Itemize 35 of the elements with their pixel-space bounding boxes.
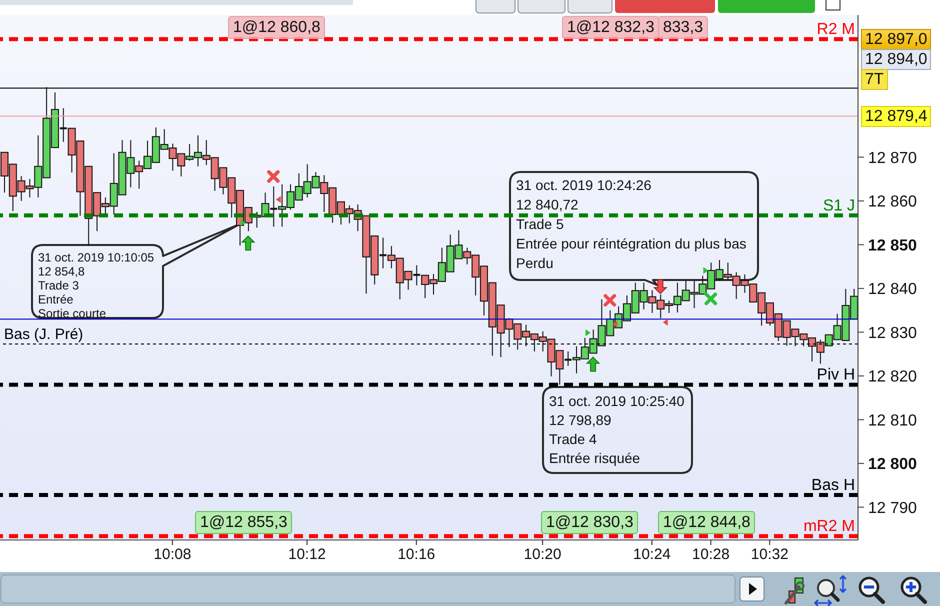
x-tick-label: 10:16 <box>398 546 436 563</box>
ref-line-label: Bas H <box>811 476 855 494</box>
text: 12 894,0 <box>861 49 932 70</box>
annotation: 1@12 844,8 <box>658 511 756 534</box>
annotation: 1@12 860,8 <box>228 16 326 39</box>
y-tick-label: 12 870 <box>868 150 918 167</box>
y-tick-label: 12 810 <box>868 412 918 430</box>
annotation: 31 oct. 2019 10:24:26 12 840,72 Trade 5 Entrée pour réintégration du plus bas Perdu <box>516 177 746 272</box>
ref-line-label: R2 M <box>816 21 855 38</box>
x-tick-label: 10:28 <box>692 546 730 563</box>
x-tick-label: 10:32 <box>750 546 788 563</box>
y-tick-label: 12 840 <box>868 281 918 298</box>
ref-line-label: Piv H <box>816 366 855 384</box>
y-tick-label: 12 800 <box>868 456 918 474</box>
annotation: 833,3 <box>658 16 708 39</box>
ref-line-label: mR2 M <box>803 518 855 536</box>
x-tick-label: 10:08 <box>154 546 192 563</box>
y-tick-label: 12 790 <box>868 500 918 517</box>
ref-line-label: S1 J <box>822 197 855 214</box>
annotation: 1@12 830,3 <box>541 511 638 534</box>
annotation: 1@12 855,3 <box>195 511 292 534</box>
ref-line-label: Bas (J. Pré) <box>4 326 84 343</box>
y-tick-label: 12 830 <box>868 324 918 342</box>
text: 7T <box>861 69 888 90</box>
text: 12 879,4 <box>861 106 932 128</box>
x-tick-label: 10:20 <box>524 546 562 563</box>
x-tick-label: 10:24 <box>633 546 671 563</box>
y-tick-label: 12 820 <box>868 368 918 386</box>
text: 12 897,0 <box>861 29 932 50</box>
annotation: 31 oct. 2019 10:10:05 12 854,8 Trade 3 Entrée Sortie courte <box>38 250 154 320</box>
annotation: 31 oct. 2019 10:25:40 12 798,89 Trade 4 Entrée risquée <box>549 393 685 466</box>
y-tick-label: 12 850 <box>868 237 918 254</box>
annotation: 1@12 832,3 <box>562 16 660 39</box>
y-tick-label: 12 860 <box>868 194 918 211</box>
x-tick-label: 10:12 <box>288 546 326 563</box>
